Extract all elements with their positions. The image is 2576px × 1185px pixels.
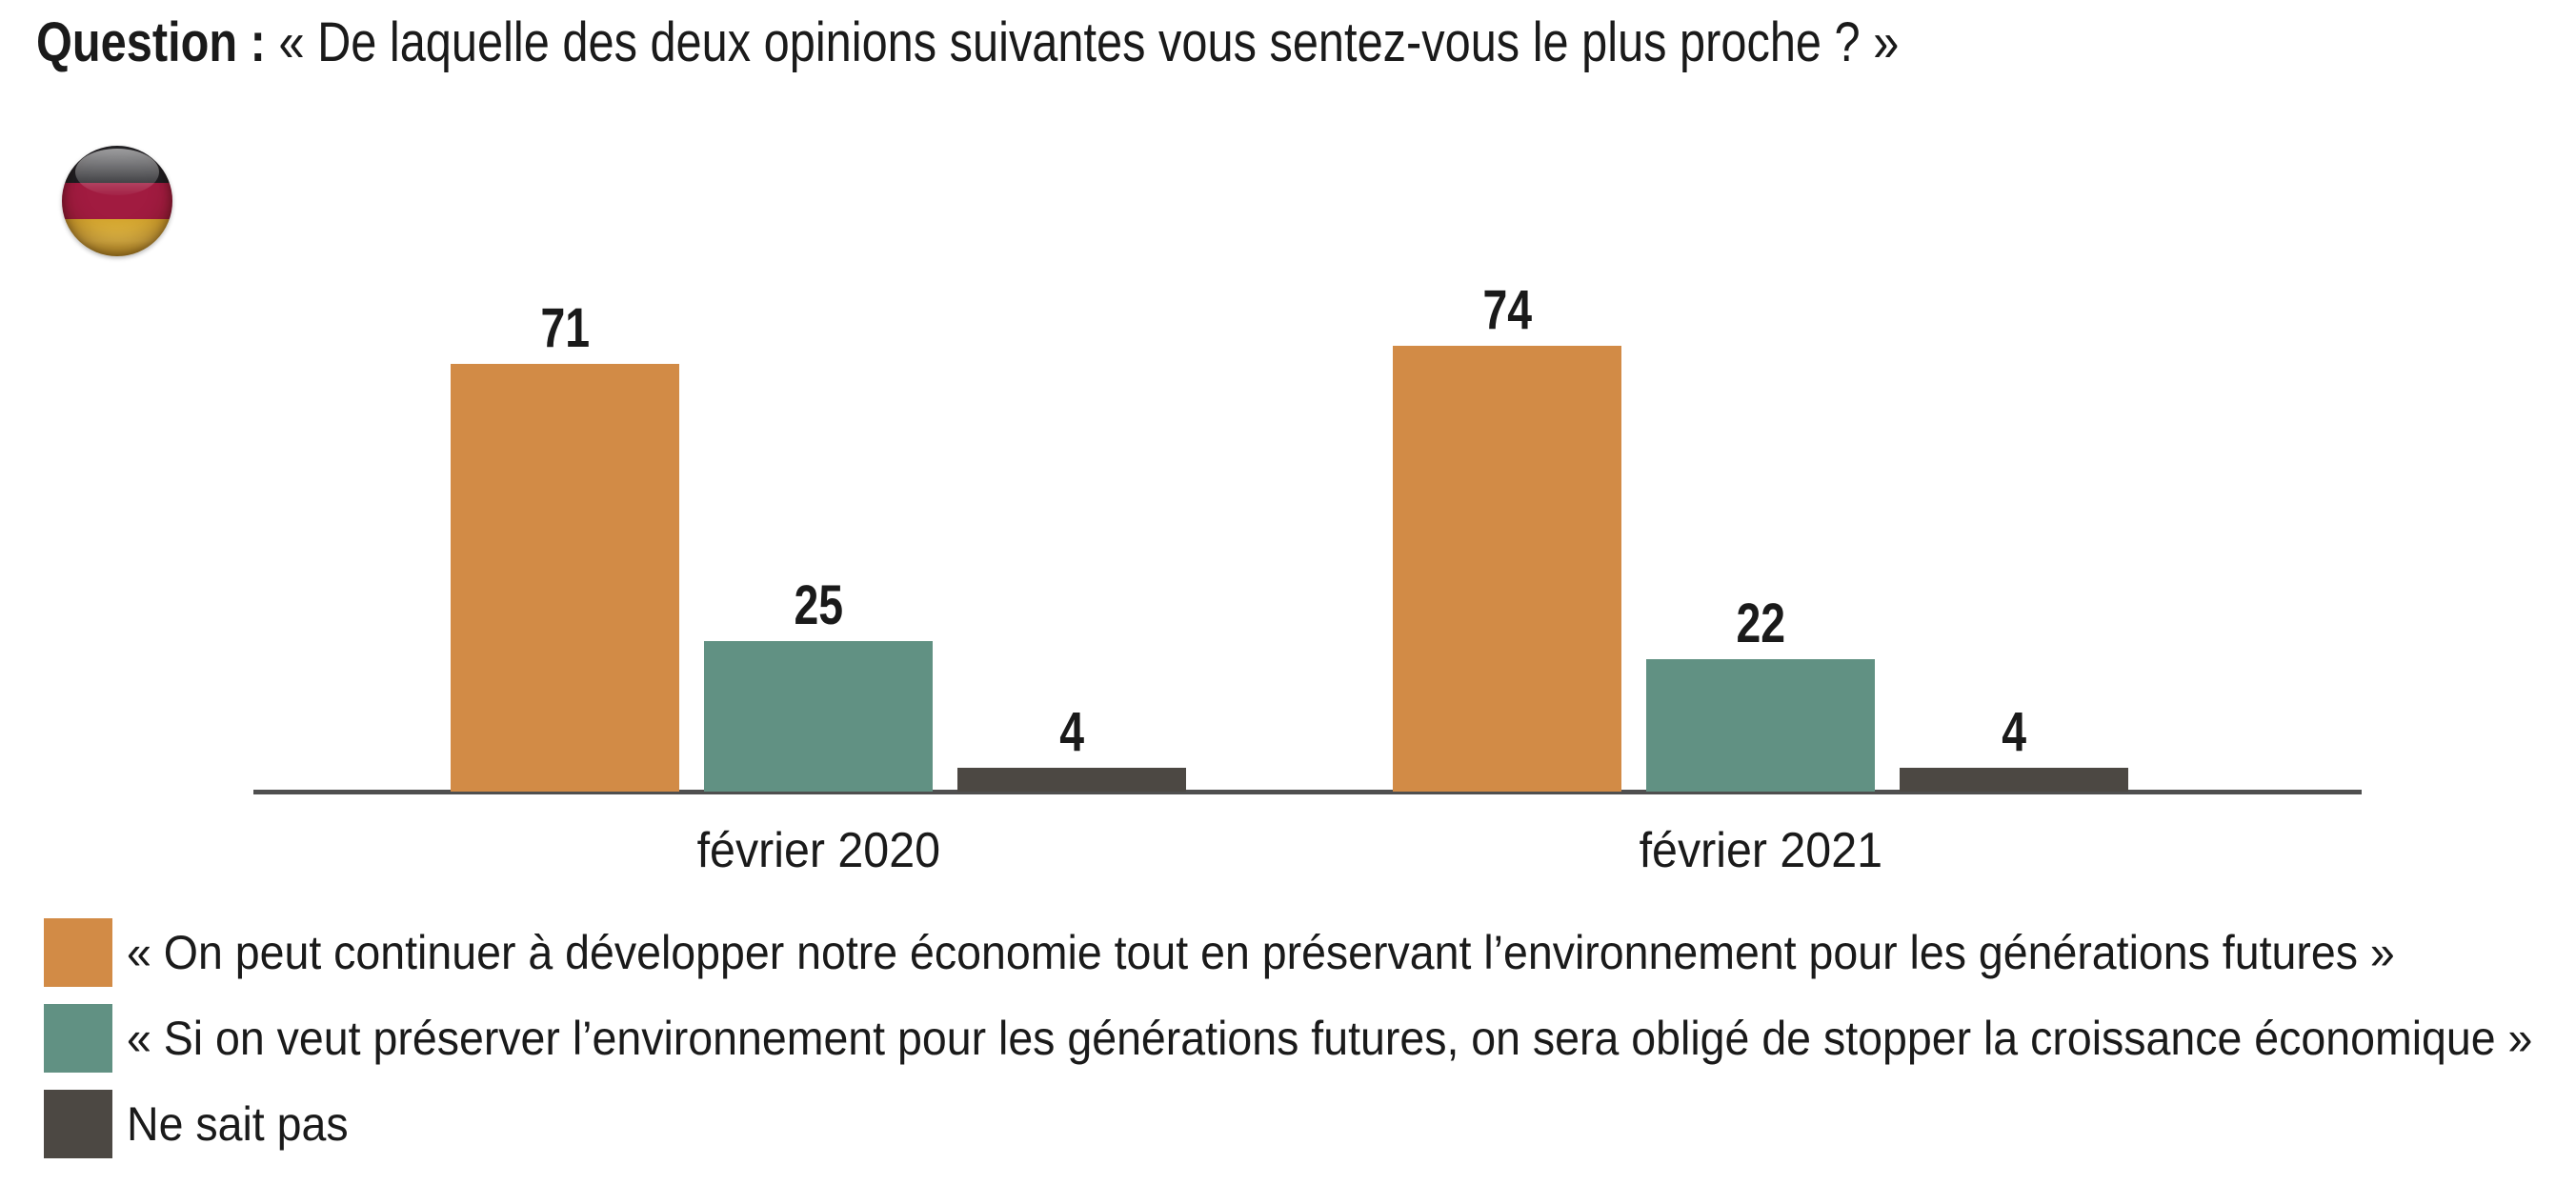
category-label-text: février 2021 — [1639, 823, 1882, 878]
bar-value-text: 25 — [794, 574, 843, 636]
bar-value-text: 71 — [540, 297, 590, 359]
legend-item: « Si on veut préserver l’environnement p… — [44, 1004, 2576, 1073]
bar-value-label: 74 — [1336, 282, 1679, 339]
bar-value-text: 22 — [1736, 592, 1785, 654]
legend-label: Ne sait pas — [127, 1097, 349, 1151]
page-title: Question : « De laquelle des deux opinio… — [36, 11, 2254, 74]
title-question: « De laquelle des deux opinions suivante… — [278, 11, 1900, 73]
legend-item: Ne sait pas — [44, 1090, 2576, 1158]
legend-label: « On peut continuer à développer notre é… — [127, 926, 2395, 979]
page-title-text: Question : « De laquelle des deux opinio… — [36, 11, 1899, 74]
title-prefix: Question : — [36, 11, 266, 73]
bar — [1393, 346, 1621, 792]
flag-gloss-highlight — [74, 149, 160, 196]
bar — [1646, 659, 1875, 792]
legend: « On peut continuer à développer notre é… — [44, 918, 2576, 1175]
bar-value-label: 4 — [900, 704, 1243, 761]
legend-swatch — [44, 918, 112, 987]
category-label: février 2021 — [1475, 822, 2046, 879]
bar-value-text: 4 — [2002, 701, 2026, 763]
category-label: février 2020 — [533, 822, 1104, 879]
bar-value-text: 4 — [1059, 701, 1084, 763]
bar-value-label: 25 — [647, 577, 990, 634]
bar-value-label: 4 — [1842, 704, 2185, 761]
bar-value-label: 71 — [393, 300, 736, 357]
germany-flag-icon — [62, 146, 172, 256]
bar — [1900, 768, 2128, 792]
legend-swatch — [44, 1090, 112, 1158]
bar — [957, 768, 1186, 792]
x-axis-line — [253, 790, 2362, 794]
bar — [451, 364, 679, 792]
bar — [704, 641, 933, 792]
bar-value-text: 74 — [1482, 279, 1532, 341]
legend-item: « On peut continuer à développer notre é… — [44, 918, 2576, 987]
legend-label: « Si on veut préserver l’environnement p… — [127, 1012, 2533, 1065]
bar-value-label: 22 — [1589, 595, 1932, 653]
category-label-text: février 2020 — [696, 823, 940, 878]
legend-swatch — [44, 1004, 112, 1073]
